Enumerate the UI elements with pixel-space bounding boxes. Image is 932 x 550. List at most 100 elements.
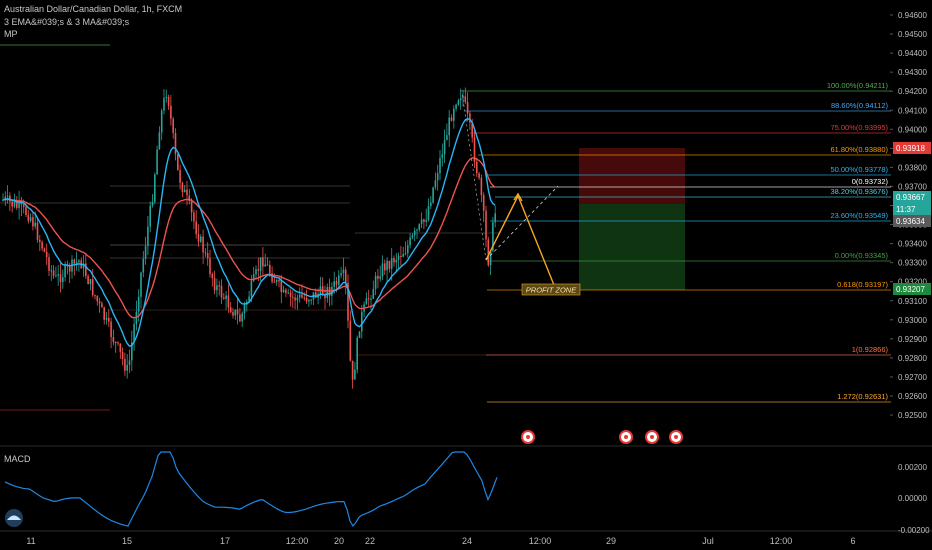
macd-tick-label: -0.00200 [898,526,930,535]
candle-body [158,132,161,150]
candle-body [436,173,439,181]
price-tick-label: 0.94100 [898,106,927,115]
candle-body [41,241,43,249]
candle-body [315,292,317,298]
economic-event-icon-dot [526,435,530,439]
candle-body [87,276,89,285]
candle-body [377,275,379,279]
candle-body [20,202,23,205]
candle-body [16,201,18,208]
price-tick-label: 0.93000 [898,316,927,325]
candle-body [379,276,381,279]
candle-body [213,278,216,291]
candle-body [450,117,453,121]
candle-body [6,195,9,197]
candle-body [464,96,467,103]
candle-body [220,285,223,298]
candle-body [174,133,177,155]
candle-body [425,219,427,222]
candle-body [430,202,432,207]
moving-average-fast [2,118,496,347]
candle-body [25,206,27,216]
candle-body [121,351,124,359]
candle-body [2,199,4,201]
price-tick-label: 0.92500 [898,411,927,420]
candle-body [303,297,306,299]
candle-body [193,212,195,222]
candle-body [232,312,234,316]
candle-body [108,317,110,322]
candle-body [471,122,473,138]
indicator-label-mp[interactable]: MP [4,29,18,39]
time-tick-label: 17 [220,536,230,546]
candle-body [34,222,36,227]
fib-anchor-line [461,91,487,261]
fib-level-label: 1.272(0.92631) [837,392,888,401]
candle-body [395,259,398,263]
projection-arrowhead [513,192,523,202]
candle-body [305,297,308,302]
macd-label[interactable]: MACD [4,454,31,464]
candle-body [52,270,55,276]
price-tick-label: 0.94000 [898,125,927,134]
price-tick-label: 0.92900 [898,335,927,344]
candle-body [45,251,48,258]
candle-body [476,161,478,174]
candle-body [75,262,78,264]
candle-body [151,201,154,206]
candle-body [455,104,457,109]
candle-body [262,257,264,267]
candle-body [397,255,400,260]
candle-body [367,298,370,300]
candle-body [154,174,156,202]
candle-body [434,180,437,188]
profit-zone-label: PROFIT ZONE [526,286,577,295]
candle-body [441,154,444,158]
candle-body [269,264,271,274]
candle-body [147,226,149,247]
candle-body [324,295,326,299]
candle-body [172,118,174,134]
chart-title: Australian Dollar/Canadian Dollar, 1h, F… [4,4,183,14]
time-tick-label: Jul [702,536,714,546]
projection-path [485,194,557,291]
candle-body [409,237,411,246]
time-tick-label: 11 [26,536,35,546]
fib-level-label: 0.00%(0.93345) [835,251,889,260]
candle-body [404,253,407,255]
candle-body [57,274,59,276]
candle-body [390,258,393,269]
candle-body [326,287,329,299]
candle-body [236,309,239,315]
candle-body [4,196,7,200]
candle-body [128,360,131,365]
candle-body [183,189,186,193]
candle-body [344,269,347,283]
candle-body [280,281,283,293]
candle-body [333,281,335,287]
candle-body [310,299,312,301]
candle-body [282,289,285,293]
candle-body [117,342,119,344]
time-tick-label: 22 [365,536,375,546]
candle-body [296,297,299,301]
price-tick-label: 0.94400 [898,49,927,58]
candle-body [459,98,462,101]
price-tick-label: 0.93300 [898,259,927,268]
economic-event-icon-dot [650,435,654,439]
price-tick-label: 0.93700 [898,182,927,191]
macd-tick-label: 0.00000 [898,494,927,503]
candle-body [478,173,480,178]
projection-trendline [485,185,559,261]
candle-body [453,108,455,121]
candle-body [275,279,278,283]
candle-body [361,311,363,332]
indicator-label-ema-ma[interactable]: 3 EMA&#039;s & 3 MA&#039;s [4,17,130,27]
macd-line [4,451,498,528]
candle-body [126,364,128,371]
fib-level-label: 23.60%(0.93549) [830,211,888,220]
price-tick-label: 0.94500 [898,30,927,39]
tradingview-logo-mark [7,515,21,520]
candle-body [149,205,151,227]
